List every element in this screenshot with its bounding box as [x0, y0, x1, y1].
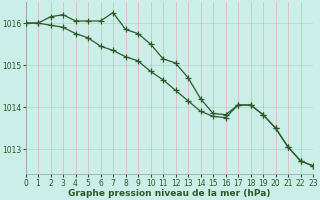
- X-axis label: Graphe pression niveau de la mer (hPa): Graphe pression niveau de la mer (hPa): [68, 189, 270, 198]
